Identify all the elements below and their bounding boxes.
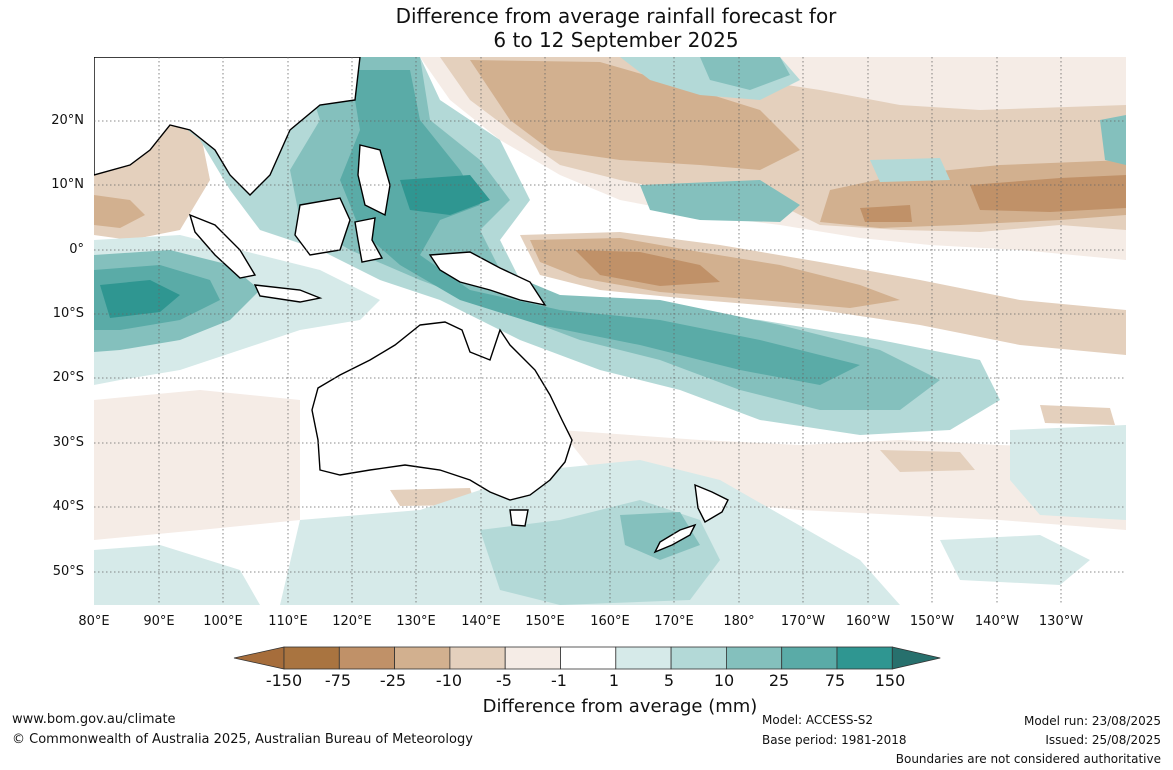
anomaly-region: [575, 250, 720, 286]
anomaly-region: [640, 180, 800, 222]
lon-tick: 100°E: [203, 614, 243, 629]
footer-model-run: Model run: 23/08/2025: [1023, 714, 1161, 728]
footer-copyright: © Commonwealth of Australia 2025, Austra…: [12, 732, 473, 747]
new-zealand-north: [694, 483, 729, 523]
lat-tick: 20°N: [51, 113, 84, 128]
asia-mainland: [94, 57, 361, 196]
legend-cell: [338, 646, 395, 670]
legend-cell: [504, 646, 561, 670]
legend-cell: [781, 646, 838, 670]
legend-cell: [560, 646, 617, 670]
anomaly-region: [340, 70, 860, 385]
legend-label: -1: [551, 671, 567, 690]
legend-arrow-high: [891, 646, 941, 670]
legend-label: -25: [379, 671, 407, 690]
footer-url[interactable]: www.bom.gov.au/climate: [12, 712, 176, 727]
anomaly-region: [960, 57, 1126, 75]
footer-boundaries: Boundaries are not considered authoritat…: [895, 752, 1161, 766]
legend-label: -75: [324, 671, 352, 690]
legend-label: 25: [768, 671, 790, 690]
legend-cell: [394, 646, 451, 670]
legend-cell: [449, 646, 506, 670]
java: [253, 284, 323, 303]
legend-label: 1: [608, 671, 620, 690]
anomaly-region: [94, 390, 300, 540]
lat-tick: 20°S: [52, 370, 84, 385]
lon-tick: 170°W: [780, 614, 826, 629]
anomaly-region: [100, 280, 180, 318]
lon-tick: 120°E: [332, 614, 372, 629]
anomaly-region: [970, 175, 1126, 212]
borneo: [294, 197, 351, 256]
footer-model: Model: ACCESS-S2: [762, 713, 874, 727]
lon-tick: 130°W: [1038, 614, 1084, 629]
sumatra: [188, 213, 257, 279]
lon-tick: 80°E: [78, 614, 110, 629]
legend-label: 150: [874, 671, 906, 690]
anomaly-region: [1010, 425, 1126, 520]
map-field: [94, 57, 1126, 605]
australia: [311, 321, 573, 501]
legend-cell: [283, 646, 340, 670]
lat-tick: 0°: [69, 242, 84, 257]
legend-cell: [726, 646, 783, 670]
title-line-2: 6 to 12 September 2025: [493, 28, 739, 52]
chart-title: Difference from average rainfall forecas…: [0, 4, 1173, 52]
anomaly-region: [860, 205, 912, 222]
lon-tick: 150°E: [525, 614, 565, 629]
lon-tick: 130°E: [396, 614, 436, 629]
lon-tick: 160°W: [845, 614, 891, 629]
anomaly-region: [620, 512, 700, 560]
anomaly-region: [1100, 115, 1126, 165]
footer-base-period: Base period: 1981-2018: [762, 733, 907, 747]
graticule: [94, 57, 1126, 605]
anomaly-region: [700, 57, 790, 90]
anomaly-region: [870, 158, 950, 182]
new-zealand-south: [653, 523, 697, 554]
lat-tick: 30°S: [52, 435, 84, 450]
title-line-1: Difference from average rainfall forecas…: [395, 4, 837, 28]
lon-tick: 150°W: [909, 614, 955, 629]
anomaly-region: [940, 535, 1090, 585]
lat-tick: 10°N: [51, 177, 84, 192]
lon-tick: 90°E: [143, 614, 175, 629]
anomaly-region: [94, 195, 145, 228]
anomaly-region: [560, 430, 1126, 530]
lon-tick: 140°E: [461, 614, 501, 629]
anomaly-region: [880, 450, 975, 472]
lat-tick: 40°S: [52, 499, 84, 514]
legend-cell: [615, 646, 672, 670]
legend-arrow-low: [233, 646, 285, 670]
lon-tick: 110°E: [268, 614, 308, 629]
lat-tick: 10°S: [52, 306, 84, 321]
sulawesi: [354, 217, 384, 263]
anomaly-region: [290, 57, 940, 410]
lon-tick: 180°: [723, 614, 755, 629]
legend-label: -10: [435, 671, 463, 690]
philippines: [357, 144, 391, 217]
legend-label: 75: [824, 671, 846, 690]
legend-label: -150: [265, 671, 303, 690]
legend-title: Difference from average (mm): [482, 696, 758, 717]
anomaly-region: [1040, 405, 1115, 425]
tasmania: [509, 509, 529, 527]
anomaly-region: [94, 545, 260, 605]
anomaly-region: [470, 60, 800, 170]
legend-label: 10: [713, 671, 735, 690]
legend-label: 5: [663, 671, 675, 690]
coastlines: [94, 57, 729, 554]
footer-issued: Issued: 25/08/2025: [1045, 733, 1161, 747]
legend-label: -5: [496, 671, 512, 690]
lat-tick: 50°S: [52, 564, 84, 579]
legend-cell: [670, 646, 727, 670]
legend-cell: [836, 646, 893, 670]
lon-tick: 170°E: [654, 614, 694, 629]
lon-tick: 160°E: [590, 614, 630, 629]
legend-cells: [233, 646, 941, 670]
new-guinea: [428, 251, 547, 307]
lon-tick: 140°W: [974, 614, 1020, 629]
